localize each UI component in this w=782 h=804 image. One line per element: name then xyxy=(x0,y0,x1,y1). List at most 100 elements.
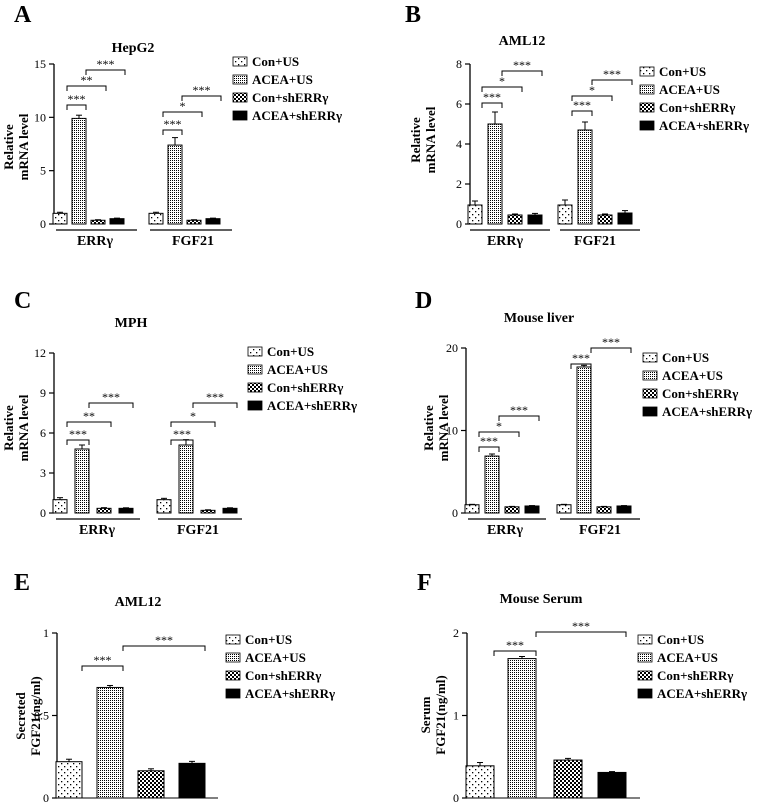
chart-title: Mouse Serum xyxy=(500,592,583,607)
significance-label: ** xyxy=(81,73,93,87)
y-axis-label-line: Relative xyxy=(408,117,423,163)
bar-2 xyxy=(167,144,183,225)
significance-bracket xyxy=(66,104,87,110)
significance-label: *** xyxy=(164,117,182,131)
significance-bracket xyxy=(493,650,537,656)
y-axis-label: RelativemRNA level xyxy=(408,106,438,173)
bar-3 xyxy=(597,214,613,225)
panel-A: A HepG2 RelativemRNA level 0 5 10 15 ERRγ FGF21 *… xyxy=(1,2,342,249)
legend-label: Con+US xyxy=(659,64,706,79)
bar-3 xyxy=(90,219,106,225)
legend-label: ACEA+US xyxy=(657,650,718,665)
panel-letter: B xyxy=(405,2,421,28)
significance-bracket xyxy=(181,95,222,101)
y-axis-label-line: Relative xyxy=(1,124,16,170)
bar-3 xyxy=(553,759,583,799)
bar-4 xyxy=(109,218,125,225)
bar-4 xyxy=(118,507,134,514)
significance-label: *** xyxy=(94,653,112,667)
bar-3 xyxy=(504,506,520,514)
bar-2 xyxy=(74,448,90,514)
legend-swatch xyxy=(232,56,248,67)
legend-label: Con+shERRγ xyxy=(659,100,735,115)
group-label: FGF21 xyxy=(172,234,214,249)
bar-4 xyxy=(524,505,540,514)
legend-label: Con+shERRγ xyxy=(657,668,733,683)
significance-label: *** xyxy=(97,57,115,71)
chart-title: HepG2 xyxy=(112,41,155,56)
significance-label: *** xyxy=(483,90,501,104)
significance-label: * xyxy=(499,74,505,88)
legend-swatch xyxy=(232,92,248,103)
legend-label: ACEA+shERRγ xyxy=(245,686,335,701)
legend-label: Con+US xyxy=(657,632,704,647)
bar-2 xyxy=(577,129,593,225)
chart-title: MPH xyxy=(115,316,148,331)
chart-title: AML12 xyxy=(499,34,546,49)
legend-label: ACEA+shERRγ xyxy=(267,398,357,413)
significance-label: *** xyxy=(513,58,531,72)
significance-label: *** xyxy=(602,335,620,349)
y-axis-label-line: Secreted xyxy=(13,692,28,740)
bar-2 xyxy=(96,686,124,799)
y-axis-label-line: Relative xyxy=(1,405,16,451)
significance-label: ** xyxy=(83,409,95,423)
bar-1 xyxy=(465,765,495,799)
y-tick-label: 15 xyxy=(34,57,46,71)
bar-1 xyxy=(556,504,572,514)
y-axis-label-line: mRNA level xyxy=(16,113,31,180)
y-tick-label: 0 xyxy=(40,217,46,231)
legend-swatch xyxy=(639,120,655,131)
bar-4 xyxy=(617,212,633,225)
bar-1 xyxy=(55,761,83,799)
chart-title: AML12 xyxy=(115,595,162,610)
y-axis-label-line: Serum xyxy=(418,696,433,733)
panel-letter: A xyxy=(14,2,32,28)
significance-bracket xyxy=(170,439,194,445)
legend-label: Con+US xyxy=(252,54,299,69)
significance-label: * xyxy=(190,409,196,423)
legend-swatch xyxy=(225,634,241,645)
significance-label: *** xyxy=(510,403,528,417)
bar-2 xyxy=(487,123,503,225)
bar-4 xyxy=(527,214,543,225)
legend-label: ACEA+shERRγ xyxy=(657,686,747,701)
bar-3 xyxy=(96,507,112,514)
y-tick-label: 1 xyxy=(453,709,459,723)
panel-letter: E xyxy=(14,570,30,596)
y-tick-label: 0.5 xyxy=(34,709,49,723)
chart-title: Mouse liver xyxy=(504,311,574,326)
significance-label: * xyxy=(496,419,502,433)
bar-3 xyxy=(596,506,612,514)
bar-3 xyxy=(186,219,202,225)
y-tick-label: 10 xyxy=(446,424,458,438)
legend-swatch xyxy=(225,652,241,663)
bar-3 xyxy=(137,770,165,799)
significance-bracket xyxy=(162,111,203,117)
legend-swatch xyxy=(247,364,263,375)
legend-label: ACEA+shERRγ xyxy=(252,108,342,123)
significance-bracket xyxy=(162,129,183,135)
legend-label: ACEA+shERRγ xyxy=(662,404,752,419)
y-axis-label: SecretedFGF21(ng/ml) xyxy=(13,676,43,755)
group-label: FGF21 xyxy=(574,234,616,249)
significance-label: *** xyxy=(573,98,591,112)
y-tick-label: 3 xyxy=(40,466,46,480)
significance-bracket xyxy=(88,402,134,408)
bar-1 xyxy=(52,499,68,514)
legend-label: ACEA+shERRγ xyxy=(659,118,749,133)
y-tick-label: 12 xyxy=(34,346,46,360)
legend-label: ACEA+US xyxy=(245,650,306,665)
legend-swatch xyxy=(232,110,248,121)
y-tick-label: 5 xyxy=(40,164,46,178)
bar-4 xyxy=(178,762,206,799)
y-tick-label: 2 xyxy=(453,626,459,640)
significance-bracket xyxy=(122,645,206,651)
significance-label: *** xyxy=(506,638,524,652)
bar-1 xyxy=(156,499,172,514)
legend-label: Con+shERRγ xyxy=(245,668,321,683)
legend-swatch xyxy=(642,388,658,399)
